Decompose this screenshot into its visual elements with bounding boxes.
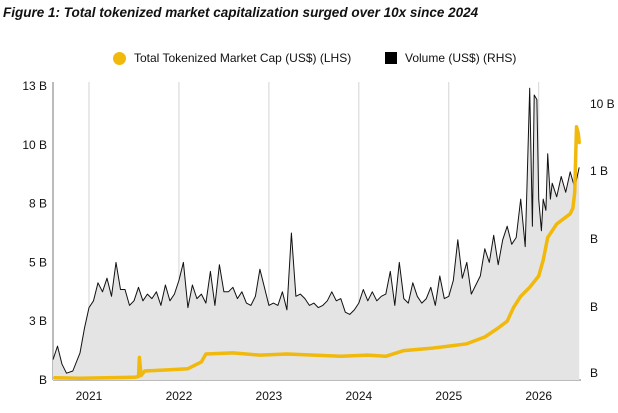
legend-label-market-cap: Total Tokenized Market Cap (US$) (LHS) [134,51,352,65]
y-left-tick-label: 5 B [29,255,47,269]
market-cap-line [53,124,581,380]
x-tick-label: 2024 [345,389,372,403]
x-tick-label: 2026 [525,389,552,403]
square-marker-icon [385,52,397,64]
y-left-tick-label: 8 B [29,197,47,211]
y-left-tick-label: B [39,373,47,387]
y-right-tick-label: B [590,300,598,314]
x-tick-label: 2023 [256,389,283,403]
y-left-tick-label: 3 B [29,314,47,328]
legend-item-market-cap: Total Tokenized Market Cap (US$) (LHS) [113,51,351,65]
x-tick-label: 2025 [435,389,462,403]
x-tick-label: 2021 [76,389,103,403]
chart-title: Figure 1: Total tokenized market capital… [3,5,479,20]
volume-area [53,88,580,381]
y-right-tick-label: 10 B [590,97,615,111]
y-right-tick-label: B [590,366,598,380]
y-right-tick-label: 1 B [590,164,608,178]
tick-layer: B 3 B 5 B 8 B 10 B 13 B B B B 1 B 10 B 2021 2022 2023… [22,79,614,403]
legend-label-volume: Volume (US$) (RHS) [405,51,517,65]
legend: Total Tokenized Market Cap (US$) (LHS) V… [0,51,618,69]
area-layer [53,88,580,381]
y-left-tick-label: 10 B [22,138,47,152]
circle-marker-icon [113,51,126,65]
legend-item-volume: Volume (US$) (RHS) [385,51,516,65]
y-right-tick-label: B [590,232,598,246]
x-tick-label: 2022 [166,389,193,403]
line-layer [52,87,581,380]
volume-line [52,87,580,374]
y-left-tick-label: 13 B [22,79,47,93]
